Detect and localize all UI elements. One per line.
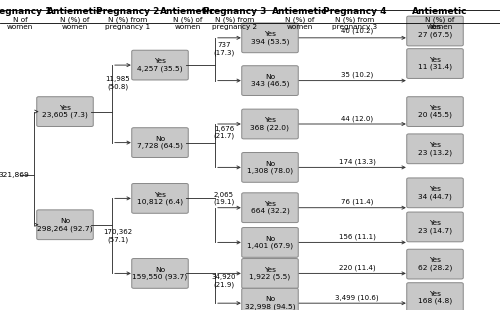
Text: N (%) from
pregnancy 3: N (%) from pregnancy 3	[332, 17, 378, 30]
Text: 34,920
(21.9): 34,920 (21.9)	[212, 274, 236, 288]
FancyBboxPatch shape	[132, 184, 188, 213]
Text: 35 (10.2): 35 (10.2)	[341, 71, 373, 78]
FancyBboxPatch shape	[242, 193, 298, 223]
Text: N (%) of
women: N (%) of women	[173, 17, 202, 30]
Text: No
1,308 (78.0): No 1,308 (78.0)	[247, 161, 293, 174]
Text: Antiemetic: Antiemetic	[47, 7, 103, 16]
Text: Pregnancy 4: Pregnancy 4	[323, 7, 387, 16]
Text: 2,065
(19.1): 2,065 (19.1)	[214, 192, 234, 205]
Text: Yes
10,812 (6.4): Yes 10,812 (6.4)	[137, 192, 183, 205]
FancyBboxPatch shape	[132, 50, 188, 80]
Text: 1,676
(21.7): 1,676 (21.7)	[214, 126, 234, 139]
Text: 44 (12.0): 44 (12.0)	[341, 115, 373, 122]
Text: Pregnancy 2: Pregnancy 2	[96, 7, 159, 16]
Text: 174 (13.3): 174 (13.3)	[338, 159, 376, 165]
Text: No
1,401 (67.9): No 1,401 (67.9)	[247, 236, 293, 249]
Text: 3,499 (10.6): 3,499 (10.6)	[335, 294, 379, 301]
Text: 321,869: 321,869	[0, 172, 30, 178]
FancyBboxPatch shape	[242, 288, 298, 310]
FancyBboxPatch shape	[132, 259, 188, 288]
FancyBboxPatch shape	[407, 249, 463, 279]
FancyBboxPatch shape	[242, 228, 298, 257]
FancyBboxPatch shape	[407, 212, 463, 242]
FancyBboxPatch shape	[37, 210, 93, 240]
Text: Yes
27 (67.5): Yes 27 (67.5)	[418, 24, 452, 38]
FancyBboxPatch shape	[242, 23, 298, 53]
Text: 11,985
(50.8): 11,985 (50.8)	[106, 76, 130, 90]
Text: Yes
34 (44.7): Yes 34 (44.7)	[418, 186, 452, 200]
FancyBboxPatch shape	[242, 66, 298, 95]
Text: Yes
1,922 (5.5): Yes 1,922 (5.5)	[250, 267, 290, 280]
Text: Yes
20 (45.5): Yes 20 (45.5)	[418, 105, 452, 118]
Text: 76 (11.4): 76 (11.4)	[341, 199, 373, 205]
FancyBboxPatch shape	[407, 178, 463, 208]
FancyBboxPatch shape	[407, 16, 463, 46]
FancyBboxPatch shape	[242, 259, 298, 288]
Text: Antiemetic: Antiemetic	[160, 7, 215, 16]
FancyBboxPatch shape	[407, 283, 463, 310]
Text: Yes
62 (28.2): Yes 62 (28.2)	[418, 257, 452, 271]
Text: N (%) of
women: N (%) of women	[60, 17, 90, 30]
Text: No
159,550 (93.7): No 159,550 (93.7)	[132, 267, 188, 280]
Text: No
298,264 (92.7): No 298,264 (92.7)	[37, 218, 93, 232]
Text: Pregnancy 1: Pregnancy 1	[0, 7, 52, 16]
Text: 170,362
(57.1): 170,362 (57.1)	[104, 229, 132, 243]
FancyBboxPatch shape	[242, 153, 298, 182]
Text: N (%) from
pregnancy 1: N (%) from pregnancy 1	[105, 17, 150, 30]
FancyBboxPatch shape	[407, 134, 463, 164]
Text: Yes
394 (53.5): Yes 394 (53.5)	[251, 31, 289, 45]
Text: Pregnancy 3: Pregnancy 3	[204, 7, 266, 16]
Text: Yes
664 (32.2): Yes 664 (32.2)	[250, 201, 290, 215]
Text: N (%) from
pregnancy 2: N (%) from pregnancy 2	[212, 17, 258, 30]
Text: No
7,728 (64.5): No 7,728 (64.5)	[137, 136, 183, 149]
Text: Yes
11 (31.4): Yes 11 (31.4)	[418, 57, 452, 70]
FancyBboxPatch shape	[407, 97, 463, 126]
Text: Yes
23,605 (7.3): Yes 23,605 (7.3)	[42, 105, 88, 118]
FancyBboxPatch shape	[242, 109, 298, 139]
Text: 220 (11.4): 220 (11.4)	[338, 265, 376, 271]
Text: Yes
368 (22.0): Yes 368 (22.0)	[250, 117, 290, 131]
Text: No
343 (46.5): No 343 (46.5)	[251, 74, 289, 87]
FancyBboxPatch shape	[37, 97, 93, 126]
Text: 737
(17.3): 737 (17.3)	[214, 42, 234, 56]
Text: N (%) of
women: N (%) of women	[426, 17, 454, 30]
FancyBboxPatch shape	[132, 128, 188, 157]
FancyBboxPatch shape	[407, 49, 463, 78]
Text: Yes
4,257 (35.5): Yes 4,257 (35.5)	[137, 58, 183, 72]
Text: 156 (11.1): 156 (11.1)	[338, 234, 376, 240]
Text: Yes
23 (13.2): Yes 23 (13.2)	[418, 142, 452, 156]
Text: Yes
168 (4.8): Yes 168 (4.8)	[418, 291, 452, 304]
Text: 40 (10.2): 40 (10.2)	[341, 28, 373, 34]
Text: N (%) of
women: N (%) of women	[286, 17, 314, 30]
Text: N of
women: N of women	[7, 17, 33, 30]
Text: No
32,998 (94.5): No 32,998 (94.5)	[244, 296, 296, 310]
Text: Yes
23 (14.7): Yes 23 (14.7)	[418, 220, 452, 234]
Text: Antiemetic: Antiemetic	[272, 7, 328, 16]
Text: Antiemetic: Antiemetic	[412, 7, 468, 16]
